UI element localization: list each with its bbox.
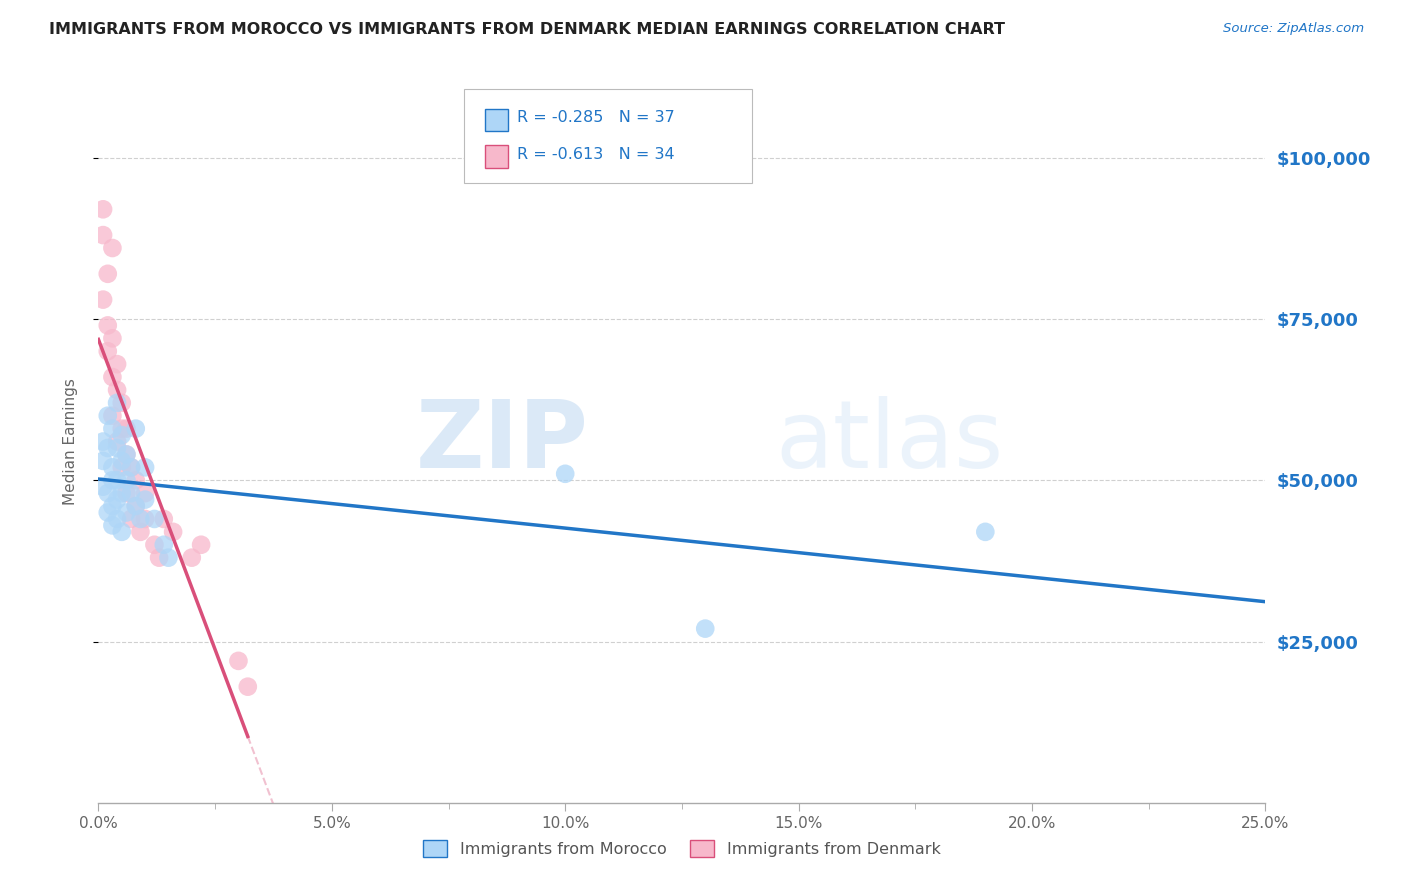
Point [105, 396, 128, 410]
Point [115, 506, 138, 520]
Point [91, 202, 114, 217]
Point [120, 460, 142, 475]
Point [134, 492, 156, 507]
Point [236, 680, 259, 694]
Point [148, 550, 170, 565]
Point [157, 550, 180, 565]
Point [97, 486, 120, 500]
Point [143, 538, 166, 552]
Point [111, 454, 134, 468]
Point [105, 492, 128, 507]
Point [228, 654, 250, 668]
Point [105, 434, 128, 449]
Text: R = -0.613   N = 34: R = -0.613 N = 34 [517, 147, 675, 161]
Point [120, 486, 142, 500]
Text: IMMIGRANTS FROM MOROCCO VS IMMIGRANTS FROM DENMARK MEDIAN EARNINGS CORRELATION C: IMMIGRANTS FROM MOROCCO VS IMMIGRANTS FR… [49, 22, 1005, 37]
Y-axis label: Median Earnings: Median Earnings [63, 378, 77, 505]
Point [101, 422, 124, 436]
Text: Source: ZipAtlas.com: Source: ZipAtlas.com [1223, 22, 1364, 36]
Point [111, 396, 134, 410]
Point [97, 506, 120, 520]
Point [120, 512, 142, 526]
Point [695, 622, 717, 636]
Text: ZIP: ZIP [416, 395, 589, 488]
Point [111, 486, 134, 500]
Point [91, 454, 114, 468]
Point [115, 473, 138, 487]
Point [162, 524, 184, 539]
Point [129, 524, 152, 539]
Text: R = -0.285   N = 37: R = -0.285 N = 37 [517, 111, 675, 125]
Point [97, 267, 120, 281]
Point [115, 422, 138, 436]
Point [97, 409, 120, 423]
Point [180, 550, 202, 565]
Point [101, 331, 124, 345]
Text: atlas: atlas [775, 395, 1004, 488]
Point [125, 499, 148, 513]
Point [105, 441, 128, 455]
Point [101, 409, 124, 423]
Point [190, 538, 212, 552]
Point [125, 422, 148, 436]
Point [134, 460, 156, 475]
Point [101, 473, 124, 487]
Point [101, 370, 124, 384]
Point [111, 524, 134, 539]
Point [554, 467, 576, 481]
Point [152, 538, 174, 552]
Point [125, 473, 148, 487]
Point [105, 357, 128, 371]
Point [115, 486, 138, 500]
Point [111, 460, 134, 475]
Point [105, 383, 128, 397]
Point [134, 486, 156, 500]
Point [101, 241, 124, 255]
Point [101, 460, 124, 475]
Point [105, 473, 128, 487]
Point [129, 512, 152, 526]
Point [111, 422, 134, 436]
Point [115, 447, 138, 461]
Point [134, 512, 156, 526]
Point [101, 499, 124, 513]
Point [101, 518, 124, 533]
Point [125, 499, 148, 513]
Point [111, 428, 134, 442]
Point [91, 434, 114, 449]
Point [143, 512, 166, 526]
Point [97, 318, 120, 333]
Legend: Immigrants from Morocco, Immigrants from Denmark: Immigrants from Morocco, Immigrants from… [416, 834, 948, 863]
Point [115, 447, 138, 461]
Point [97, 441, 120, 455]
Point [91, 480, 114, 494]
Point [91, 228, 114, 243]
Point [105, 512, 128, 526]
Point [120, 460, 142, 475]
Point [974, 524, 997, 539]
Point [91, 293, 114, 307]
Point [97, 344, 120, 359]
Point [152, 512, 174, 526]
